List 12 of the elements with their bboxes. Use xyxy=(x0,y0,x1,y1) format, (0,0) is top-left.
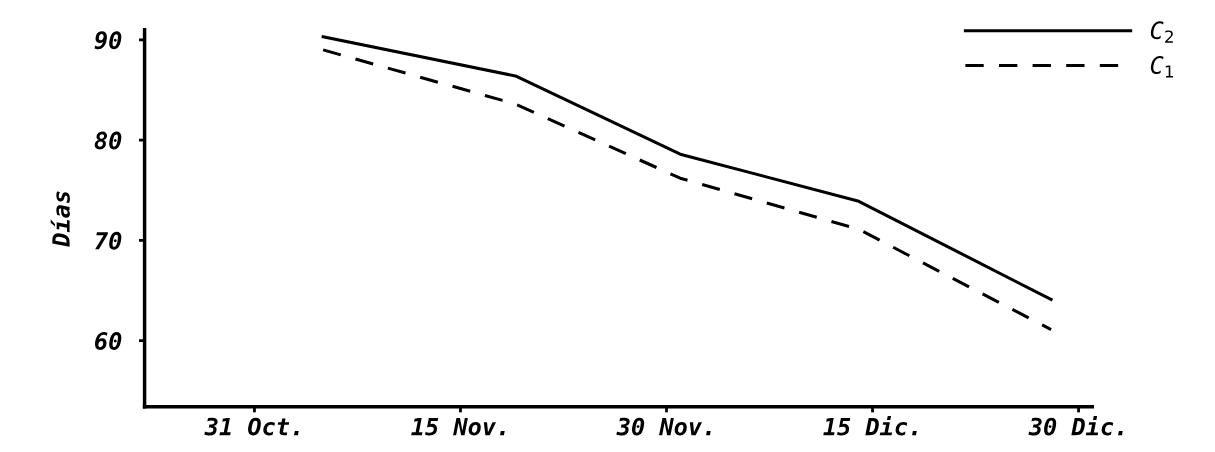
x-tick-label: 31 Oct. xyxy=(204,417,299,436)
x-tick-label: 15 Dic. xyxy=(823,415,917,436)
x-tick-label: 30 Dic. xyxy=(1028,415,1123,436)
x-tick-label: 15 Nov. xyxy=(411,417,505,436)
y-tick-label: 90 xyxy=(94,31,122,50)
y-tick-label: 60 xyxy=(95,332,122,350)
y-tick-label: 80 xyxy=(94,131,122,150)
text: C$_{1}$ xyxy=(1150,56,1173,78)
x-tick-label: 30 Nov. xyxy=(616,417,711,436)
y-tick-label: 70 xyxy=(95,231,122,250)
y-axis-title: Días xyxy=(50,191,70,247)
text: C$_{2}$ xyxy=(1150,21,1173,43)
